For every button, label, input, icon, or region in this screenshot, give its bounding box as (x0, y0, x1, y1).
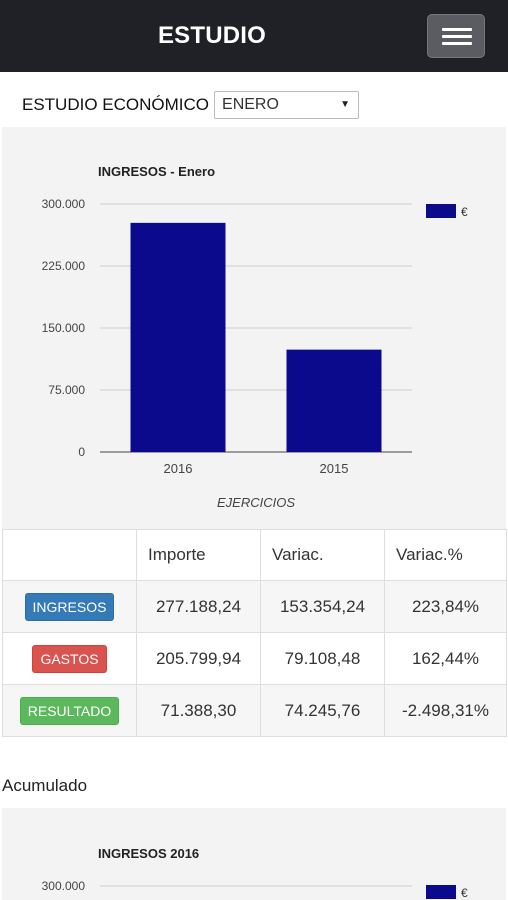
accumulated-label: Acumulado (2, 776, 88, 795)
hamburger-icon (442, 28, 472, 31)
income-2016-chart: INGRESOS 2016 300.000 € (42, 846, 468, 900)
row-label-cell: INGRESOS (2, 580, 137, 633)
legend-swatch (426, 204, 456, 218)
page-title: ESTUDIO (157, 22, 267, 49)
cell-variac-pct: -2.498,31% (384, 684, 507, 737)
ingresos-badge[interactable]: INGRESOS (24, 592, 115, 621)
cell-importe: 277.188,24 (136, 580, 261, 633)
y-tick-label: 300.000 (42, 879, 86, 893)
chart-title: INGRESOS - Enero (98, 164, 215, 179)
chart-title: INGRESOS 2016 (98, 846, 199, 861)
y-tick-label: 300.000 (42, 197, 86, 211)
income-2016-chart-panel: INGRESOS 2016 300.000 € (2, 808, 506, 900)
gastos-badge[interactable]: GASTOS (32, 644, 107, 673)
legend-label: € (461, 205, 468, 219)
table-row: RESULTADO 71.388,30 74.245,76 -2.498,31% (2, 684, 507, 737)
summary-table: Importe Variac. Variac.% INGRESOS 277.18… (2, 529, 507, 737)
legend-label: € (461, 886, 468, 900)
cell-variac-pct: 223,84% (384, 580, 507, 633)
y-tick-label: 150.000 (42, 321, 86, 335)
cell-variac-pct: 162,44% (384, 632, 507, 685)
y-tick-label: 0 (78, 445, 85, 459)
month-selector-row: ESTUDIO ECONÓMICO ENERO ▼ (22, 90, 360, 120)
x-tick-label: 2015 (320, 461, 349, 476)
hamburger-icon-bar (442, 42, 472, 45)
table-header-empty (2, 529, 137, 581)
table-header-variac: Variac. (260, 529, 385, 581)
bar-2016 (130, 222, 226, 452)
hamburger-icon-bar (442, 35, 472, 38)
cell-importe: 71.388,30 (136, 684, 261, 737)
table-header-variac-pct: Variac.% (384, 529, 507, 581)
table-row: INGRESOS 277.188,24 153.354,24 223,84% (2, 580, 507, 633)
row-label-cell: RESULTADO (2, 684, 137, 737)
y-tick-label: 75.000 (48, 383, 85, 397)
table-header-row: Importe Variac. Variac.% (2, 529, 507, 581)
cell-variac: 74.245,76 (260, 684, 385, 737)
resultado-badge[interactable]: RESULTADO (19, 696, 120, 725)
row-label-cell: GASTOS (2, 632, 137, 685)
month-select-value: ENERO (222, 96, 279, 113)
y-tick-label: 225.000 (42, 259, 86, 273)
income-chart-panel: INGRESOS - Enero 0 75.000 150.000 225.000 300… (2, 127, 506, 529)
table-row: GASTOS 205.799,94 79.108,48 162,44% (2, 632, 507, 685)
summary-table-wrap: Importe Variac. Variac.% INGRESOS 277.18… (2, 529, 507, 737)
top-navbar: ESTUDIO (0, 0, 508, 72)
cell-importe: 205.799,94 (136, 632, 261, 685)
cell-variac: 79.108,48 (260, 632, 385, 685)
legend-swatch (426, 885, 456, 899)
table-header-importe: Importe (136, 529, 261, 581)
dropdown-arrow-icon: ▼ (340, 99, 351, 110)
study-label: ESTUDIO ECONÓMICO (22, 95, 210, 114)
menu-button[interactable] (427, 14, 485, 58)
cell-variac: 153.354,24 (260, 580, 385, 633)
x-tick-label: 2016 (164, 461, 193, 476)
x-axis-label: EJERCICIOS (217, 495, 295, 510)
bar-2015 (286, 349, 382, 452)
income-chart: INGRESOS - Enero 0 75.000 150.000 225.000 300… (42, 164, 468, 510)
month-select[interactable]: ENERO ▼ (214, 91, 360, 119)
